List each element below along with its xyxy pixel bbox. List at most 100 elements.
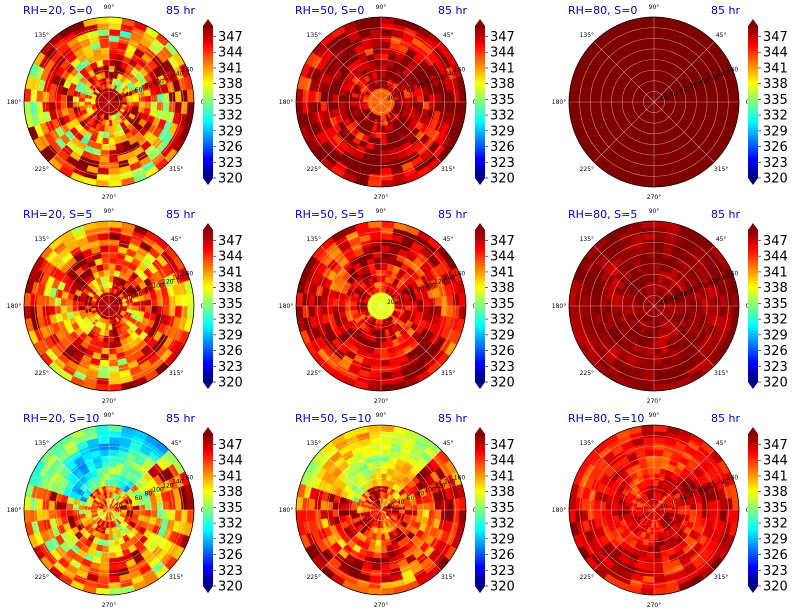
heatmap-cell: [174, 498, 183, 511]
heatmap-cell: [380, 455, 390, 463]
time-label: 85 hr: [438, 412, 467, 425]
time-label: 85 hr: [438, 4, 467, 17]
heatmap-cell: [617, 300, 625, 307]
radial-tick-label: 160: [182, 474, 194, 481]
angle-tick-label: 45°: [443, 440, 454, 447]
heatmap-cell: [649, 329, 655, 337]
radial-tick-label: 100: [424, 487, 436, 494]
time-label: 85 hr: [166, 208, 195, 221]
radial-tick-label: 160: [182, 270, 194, 277]
heatmap-cell: [326, 297, 334, 307]
angle-tick-label: 315°: [441, 370, 455, 377]
polar-grid: [568, 220, 740, 392]
heatmap-cell: [368, 22, 382, 31]
colorbar-tick-label: 320: [490, 580, 515, 595]
heatmap-cell: [108, 449, 119, 457]
heatmap-cell: [373, 347, 382, 355]
heatmap-cell: [653, 167, 666, 176]
heatmap-cell: [644, 155, 655, 163]
heatmap-cell: [97, 28, 110, 37]
panel-3: 0°45°90°135°180°225°270°315°204060801001…: [552, 4, 788, 201]
heatmap-cell: [380, 545, 388, 553]
heatmap-cell: [96, 430, 110, 439]
heatmap-cell: [104, 533, 110, 541]
heatmap-cell: [599, 93, 607, 103]
radial-tick-label: 20: [115, 503, 123, 510]
radial-tick-label: 100: [424, 283, 436, 290]
grid-spoke: [320, 509, 382, 571]
heatmap-cell: [174, 101, 183, 114]
heatmap-cell: [380, 22, 394, 31]
heatmap-cell: [599, 101, 607, 111]
heatmap-cell: [108, 430, 122, 439]
heatmap-cell: [380, 41, 391, 49]
heatmap-cell: [719, 90, 728, 103]
heatmap-cell: [60, 509, 68, 518]
heatmap-cell: [446, 90, 455, 103]
colorbar-gradient: [475, 230, 485, 382]
heatmap-cell: [371, 155, 382, 163]
colorbar-tick-label: 341: [218, 61, 243, 76]
heatmap-cell: [623, 97, 631, 103]
heatmap-cell: [646, 53, 655, 61]
angle-tick-label: 90°: [376, 412, 387, 419]
heatmap-cell: [97, 436, 110, 445]
radial-tick-label: 60: [135, 495, 143, 502]
heatmap-cell: [642, 28, 655, 37]
colorbar-tick-label: 332: [218, 109, 243, 124]
heatmap-cell: [332, 94, 340, 103]
heatmap-cell: [644, 359, 655, 367]
angle-tick-label: 180°: [7, 303, 21, 310]
heatmap-cell: [180, 497, 189, 511]
heatmap-cell: [108, 149, 118, 157]
polar-grid: [23, 220, 195, 392]
colorbar-extend-max: [475, 19, 485, 26]
heatmap-cell: [48, 500, 56, 511]
heatmap-cell: [653, 22, 667, 31]
heatmap-cell: [605, 298, 613, 307]
heatmap-cell: [434, 500, 442, 511]
heatmap-cell: [108, 455, 118, 463]
heatmap-cell: [580, 294, 589, 307]
radial-tick-label: 100: [152, 79, 164, 86]
heatmap-cell: [78, 97, 86, 103]
heatmap-cell: [380, 155, 391, 163]
heatmap-cell: [374, 341, 382, 349]
heatmap-cell: [99, 155, 110, 163]
heatmap-cell: [416, 299, 424, 307]
heatmap-cell: [653, 155, 664, 163]
heatmap-cell: [54, 509, 62, 519]
heatmap-cell: [138, 509, 146, 516]
time-label: 85 hr: [166, 412, 195, 425]
grid-spoke: [380, 245, 442, 307]
heatmap-cell: [296, 292, 304, 307]
heatmap-cell: [144, 101, 152, 109]
heatmap-cell: [653, 232, 666, 241]
radial-tick-label: 160: [727, 66, 739, 73]
heatmap-cell: [95, 587, 110, 595]
heatmap-cell: [96, 22, 110, 31]
heatmap-cell: [458, 305, 466, 320]
heatmap-cell: [380, 449, 391, 457]
colorbar-extend-min: [203, 586, 213, 593]
radial-tick-label: 40: [397, 499, 405, 506]
heatmap-cell: [301, 293, 310, 307]
angle-tick-label: 225°: [35, 166, 49, 173]
heatmap-cell: [108, 59, 116, 67]
radial-tick-label: 120: [162, 483, 174, 490]
colorbar-tick-label: 335: [218, 93, 243, 108]
heatmap-cell: [320, 92, 328, 103]
polar-frame: [23, 16, 195, 188]
heatmap-cell: [371, 245, 382, 253]
colorbar-tick-label: 347: [218, 438, 243, 453]
heatmap-cell: [108, 377, 122, 386]
polar-frame: [295, 16, 467, 188]
grid-spoke: [48, 101, 110, 163]
heatmap-cell: [376, 125, 382, 133]
heatmap-cell: [344, 504, 352, 511]
colorbar-tick-label: 332: [490, 313, 515, 328]
angle-tick-label: 225°: [35, 370, 49, 377]
heatmap-cell: [180, 293, 189, 307]
angle-tick-label: 180°: [279, 303, 293, 310]
heatmap-cell: [593, 296, 601, 307]
